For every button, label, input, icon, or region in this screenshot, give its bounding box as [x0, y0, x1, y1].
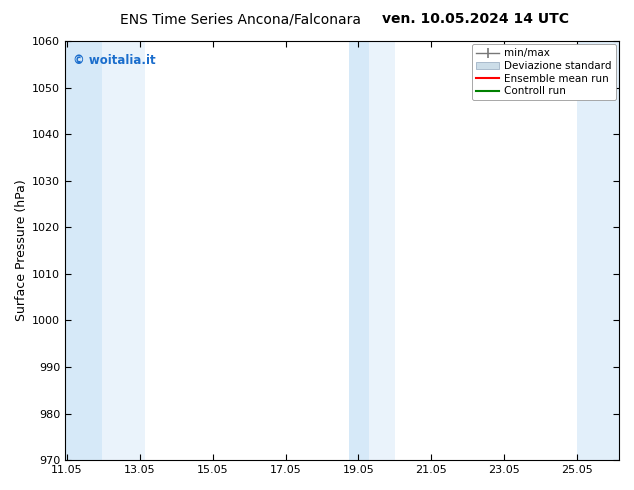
Bar — [370, 41, 395, 460]
Text: ENS Time Series Ancona/Falconara: ENS Time Series Ancona/Falconara — [120, 12, 361, 26]
Bar — [349, 41, 370, 460]
Legend: min/max, Deviazione standard, Ensemble mean run, Controll run: min/max, Deviazione standard, Ensemble m… — [472, 44, 616, 100]
Bar — [577, 41, 619, 460]
Bar — [101, 41, 145, 460]
Text: ven. 10.05.2024 14 UTC: ven. 10.05.2024 14 UTC — [382, 12, 569, 26]
Text: © woitalia.it: © woitalia.it — [74, 53, 156, 67]
Y-axis label: Surface Pressure (hPa): Surface Pressure (hPa) — [15, 180, 28, 321]
Bar — [65, 41, 101, 460]
